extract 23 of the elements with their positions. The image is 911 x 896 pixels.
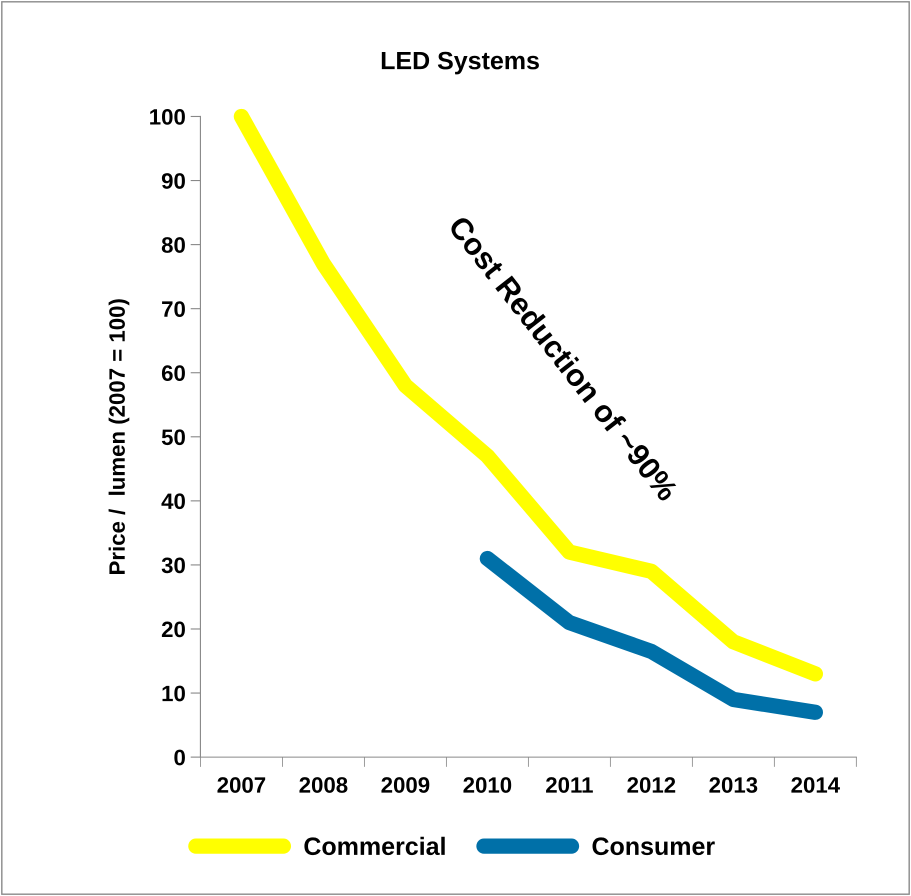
- y-axis-title: Price / lumen (2007 = 100): [108, 299, 130, 574]
- x-tick-label: 2014: [791, 777, 840, 793]
- y-tick-label: 20: [162, 622, 185, 638]
- y-tick-label: 40: [161, 493, 185, 510]
- x-tick-label: 2007: [217, 777, 266, 793]
- chart-title: LED Systems: [382, 52, 539, 74]
- x-tick-label: 2011: [546, 777, 593, 793]
- y-tick-label: 0: [174, 750, 185, 766]
- legend-label: Commercial: [304, 836, 445, 856]
- y-tick-label: 90: [162, 173, 185, 189]
- y-tick-label: 80: [162, 237, 185, 253]
- y-tick-label: 70: [162, 301, 185, 317]
- y-tick-label: 50: [162, 429, 185, 446]
- y-tick-label: 10: [162, 686, 185, 702]
- y-tick-label: 100: [150, 109, 185, 125]
- y-tick-label: 60: [162, 365, 185, 382]
- legend-label: Consumer: [592, 837, 715, 856]
- x-tick-label: 2009: [381, 777, 430, 793]
- x-tick-label: 2012: [627, 777, 676, 793]
- x-tick-label: 2008: [299, 777, 348, 793]
- x-tick-label: 2013: [709, 777, 758, 793]
- y-tick-label: 30: [162, 557, 185, 574]
- x-tick-label: 2010: [463, 777, 512, 793]
